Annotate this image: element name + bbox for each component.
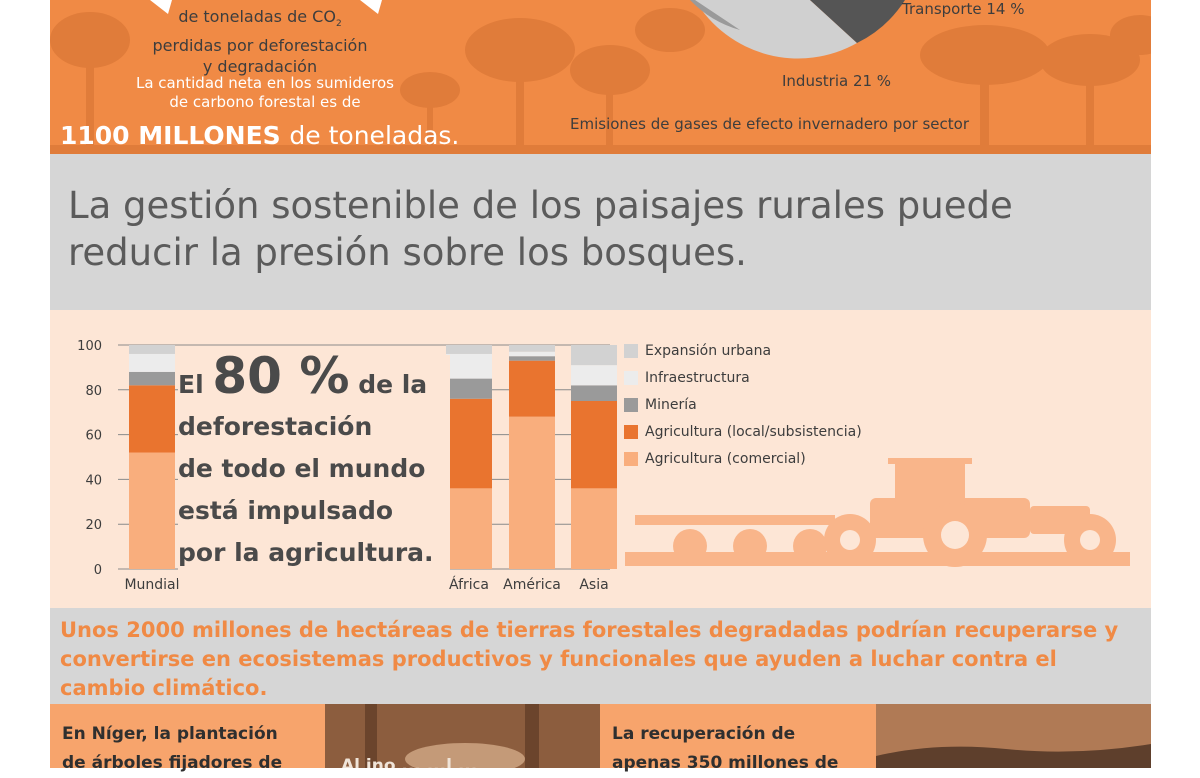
bar-segment: [129, 385, 175, 453]
net-line2: de carbono forestal es de: [169, 93, 361, 111]
bar-segment: [129, 371, 175, 386]
niger-case: En Níger, la plantación de árboles fijad…: [50, 704, 325, 773]
x-tick-label: África: [449, 576, 489, 593]
bar-segment: [509, 416, 555, 569]
landscape-photo: [876, 704, 1151, 768]
x-tick-label: Mundial: [124, 577, 179, 593]
pie-label-industry: Industria 21 %: [782, 72, 892, 90]
x-tick-label: Asia: [579, 577, 608, 593]
stacked-bar-chart: 0 20 40 60 80 100 Mundial África América Asia: [77, 339, 1130, 593]
bar-segment: [509, 356, 555, 361]
recovery-case-text: La recuperación de apenas 350 millones d…: [612, 720, 867, 778]
y-tick-label: 80: [85, 384, 102, 399]
niger-case-text: En Níger, la plantación de árboles fijad…: [62, 720, 317, 778]
co2-line1: de toneladas de CO: [178, 7, 336, 26]
highlight-line5: por la agricultura.: [178, 538, 434, 567]
y-tick-label: 40: [85, 473, 102, 488]
bar-segment: [571, 345, 617, 366]
legend-swatch: [624, 371, 638, 385]
bar-segment: [509, 351, 555, 357]
highlight-line2: deforestación: [178, 412, 373, 441]
section-headline: La gestión sostenible de los paisajes ru…: [68, 184, 1013, 274]
bar-segment: [446, 398, 492, 489]
bar-segment: [571, 365, 617, 386]
legend-swatch: [624, 452, 638, 466]
recovery-case: La recuperación de apenas 350 millones d…: [600, 704, 876, 773]
legend-label: Expansión urbana: [645, 343, 772, 359]
niger-line1: En Níger, la plantación: [62, 724, 278, 744]
y-tick-label: 100: [77, 339, 102, 354]
pie-chart-title: Emisiones de gases de efecto invernadero…: [570, 115, 969, 133]
bar-segment: [571, 401, 617, 489]
deforestation-drivers-chart: 0 20 40 60 80 100 Mundial África América Asia El…: [50, 310, 1151, 608]
bar-segment: [571, 385, 617, 401]
co2-icon-fragment: [150, 0, 382, 14]
co2-subscript: 2: [335, 19, 342, 30]
forest-silhouette: [50, 0, 1151, 154]
carbon-sink-number: 1100 MILLONES: [60, 121, 281, 150]
legend-label: Agricultura (comercial): [645, 451, 806, 467]
bar-segment: [129, 345, 175, 354]
net-line1: La cantidad neta en los sumideros: [135, 74, 394, 92]
carbon-sink-text: La cantidad neta en los sumideros de car…: [120, 74, 410, 112]
livestock-photo: Al ino ... ...l ...: [325, 704, 600, 768]
co2-line2: perdidas por deforestación: [152, 36, 368, 56]
bar-segment: [509, 360, 555, 417]
niger-line2: de árboles fijadores de: [62, 753, 283, 773]
pie-label-transport: Transporte 14 %: [902, 0, 1025, 18]
bar-segment: [446, 353, 492, 379]
restoration-text: Unos 2000 millones de hectáreas de tierr…: [60, 618, 1119, 700]
highlight-percent: 80 %: [212, 347, 350, 405]
photo-caption: Al ino ... ...l ...: [341, 756, 478, 768]
emissions-pie-fragment: [690, 0, 905, 59]
bar-segment: [446, 345, 492, 354]
case-studies-strip: En Níger, la plantación de árboles fijad…: [50, 704, 1151, 773]
legend-swatch: [624, 344, 638, 358]
recovery-line2: apenas 350 millones de: [612, 753, 839, 773]
chart-bars: [129, 345, 617, 569]
highlight-post: de la: [358, 370, 428, 399]
headline-panel: La gestión sostenible de los paisajes ru…: [50, 154, 1151, 310]
y-tick-label: 20: [85, 518, 102, 533]
bar-segment: [129, 452, 175, 569]
carbon-sink-amount: 1100 MILLONES de toneladas.: [60, 121, 459, 150]
legend-label: Agricultura (local/subsistencia): [645, 424, 862, 440]
bar-segment: [129, 353, 175, 372]
legend-swatch: [624, 425, 638, 439]
x-tick-label: América: [503, 577, 561, 593]
legend-label: Minería: [645, 397, 697, 413]
x-axis-labels: Mundial África América Asia: [124, 576, 608, 593]
bar-segment: [446, 488, 492, 569]
agriculture-highlight: El 80 % de la deforestación de todo el m…: [178, 351, 450, 580]
infographic-page: de toneladas de CO2 perdidas por defores…: [50, 0, 1151, 773]
bar-segment: [509, 345, 555, 352]
co2-line3: y degradación: [202, 57, 318, 77]
emissions-panel: de toneladas de CO2 perdidas por defores…: [50, 0, 1151, 154]
landscape-photo-image: [876, 704, 1151, 768]
restoration-panel: Unos 2000 millones de hectáreas de tierr…: [50, 608, 1151, 704]
carbon-sink-unit: de toneladas.: [289, 121, 460, 150]
y-axis: 0 20 40 60 80 100: [77, 339, 102, 578]
tractor-illustration: [625, 458, 1130, 567]
highlight-line4: está impulsado: [178, 496, 394, 525]
legend-label: Infraestructura: [645, 370, 750, 386]
legend-swatch: [624, 398, 638, 412]
y-tick-label: 0: [94, 563, 102, 578]
bar-segment: [571, 488, 617, 569]
highlight-line3: de todo el mundo: [178, 454, 426, 483]
y-tick-label: 60: [85, 429, 102, 444]
bar-segment: [446, 378, 492, 399]
highlight-pre: El: [178, 370, 204, 399]
cattle-photo-image: [325, 704, 600, 768]
co2-loss-text: de toneladas de CO2 perdidas por defores…: [120, 6, 400, 77]
recovery-line1: La recuperación de: [612, 724, 796, 744]
